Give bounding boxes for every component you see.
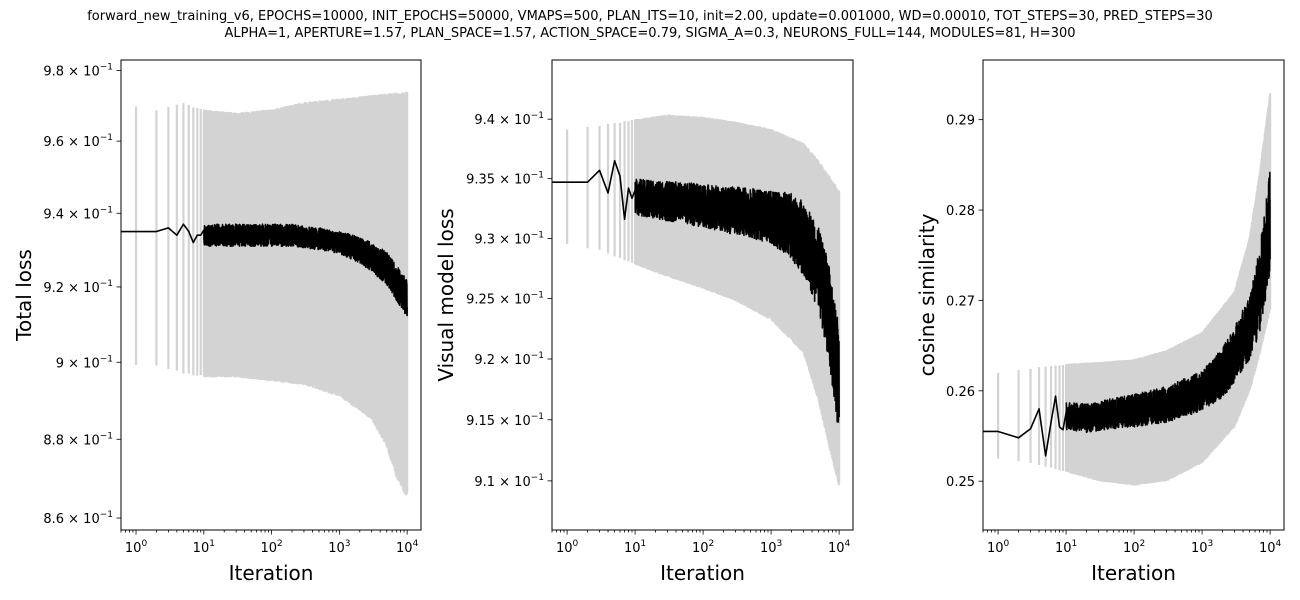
y-tick-label: 9.15 × 10−1 — [466, 412, 544, 429]
x-tick-label: 102 — [1123, 539, 1145, 556]
y-tick-label: 9.3 × 10−1 — [474, 230, 544, 247]
plot-area — [552, 114, 841, 486]
x-tick-label: 103 — [1191, 539, 1213, 556]
y-tick-label: 0.29 — [946, 114, 975, 129]
y-tick-label: 9.8 × 10−1 — [43, 62, 113, 79]
x-axis-label: Iteration — [660, 561, 745, 585]
axes-frame — [982, 59, 1285, 531]
y-axis-label: Visual model loss — [434, 208, 458, 381]
x-tick-label: 104 — [828, 539, 851, 556]
x-tick-label: 104 — [1259, 539, 1282, 556]
axes-frame — [551, 59, 854, 531]
x-tick-label: 102 — [692, 539, 714, 556]
figure-title-line-2: ALPHA=1, APERTURE=1.57, PLAN_SPACE=1.57,… — [224, 26, 1076, 41]
plot-area — [121, 91, 409, 496]
y-axis: 0.25 0.26 0.27 0.28 0.29 — [946, 114, 983, 490]
y-axis: 8.6 × 10−1 8.8 × 10−1 9 × 10−1 9.2 × 10−1 9.… — [43, 62, 121, 527]
x-tick-label: 100 — [987, 539, 1010, 556]
mean-series-line — [121, 223, 408, 317]
plot-area — [983, 93, 1272, 486]
x-tick-label: 102 — [260, 539, 282, 556]
x-tick-label: 103 — [760, 539, 782, 556]
panel-total-loss: 100 101 102 103 104 Iteration 8.6 × 10−1 8.8 × … — [12, 59, 422, 585]
x-tick-label: 100 — [556, 539, 579, 556]
x-tick-label: 104 — [396, 539, 419, 556]
y-axis: 9.1 × 10−1 9.15 × 10−1 9.2 × 10−1 9.25 × 10… — [466, 111, 552, 490]
x-tick-label: 100 — [125, 539, 148, 556]
x-tick-label: 101 — [624, 539, 646, 556]
axes-frame — [120, 59, 422, 531]
figure-title-line-1: forward_new_training_v6, EPOCHS=10000, I… — [87, 9, 1213, 24]
y-tick-label: 8.6 × 10−1 — [43, 510, 113, 527]
std-band — [565, 114, 841, 486]
std-band — [134, 91, 409, 496]
y-tick-label: 0.27 — [946, 294, 975, 309]
x-tick-label: 101 — [1055, 539, 1077, 556]
y-tick-label: 9.2 × 10−1 — [43, 279, 113, 296]
y-tick-label: 9.35 × 10−1 — [466, 171, 544, 188]
panel-cosine-similarity: 100 101 102 103 104 Iteration 0.25 0.26 0.27 0.28… — [915, 59, 1285, 585]
y-tick-label: 0.26 — [946, 385, 975, 400]
x-axis: 100 101 102 103 104 — [982, 530, 1282, 556]
y-tick-label: 9 × 10−1 — [56, 354, 113, 371]
y-tick-label: 9.4 × 10−1 — [474, 111, 544, 128]
y-tick-label: 9.1 × 10−1 — [474, 473, 544, 490]
y-tick-label: 9.25 × 10−1 — [466, 291, 544, 308]
y-tick-label: 0.28 — [946, 204, 975, 219]
y-tick-label: 8.8 × 10−1 — [43, 431, 113, 448]
x-tick-label: 101 — [193, 539, 215, 556]
x-axis-label: Iteration — [1091, 561, 1176, 585]
y-axis-label: Total loss — [12, 249, 36, 342]
panel-visual-model-loss: 100 101 102 103 104 Iteration 9.1 × 10−1 9.15 ×… — [434, 59, 854, 585]
y-tick-label: 9.2 × 10−1 — [474, 351, 544, 368]
x-axis-label: Iteration — [229, 561, 314, 585]
mean-series-line — [552, 159, 840, 423]
y-axis-label: cosine similarity — [915, 213, 939, 376]
mean-series-line — [983, 171, 1271, 457]
x-tick-label: 103 — [328, 539, 350, 556]
x-axis: 100 101 102 103 104 — [120, 530, 419, 556]
y-tick-label: 0.25 — [946, 475, 975, 490]
y-tick-label: 9.4 × 10−1 — [43, 205, 113, 222]
x-axis: 100 101 102 103 104 — [551, 530, 851, 556]
y-tick-label: 9.6 × 10−1 — [43, 133, 113, 150]
